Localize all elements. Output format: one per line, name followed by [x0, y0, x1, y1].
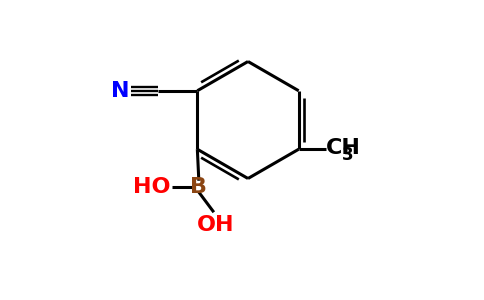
Text: OH: OH	[197, 215, 234, 235]
Text: N: N	[111, 81, 130, 101]
Text: 3: 3	[342, 146, 353, 164]
Text: CH: CH	[326, 138, 361, 158]
Text: HO: HO	[133, 177, 170, 197]
Text: B: B	[190, 177, 207, 197]
